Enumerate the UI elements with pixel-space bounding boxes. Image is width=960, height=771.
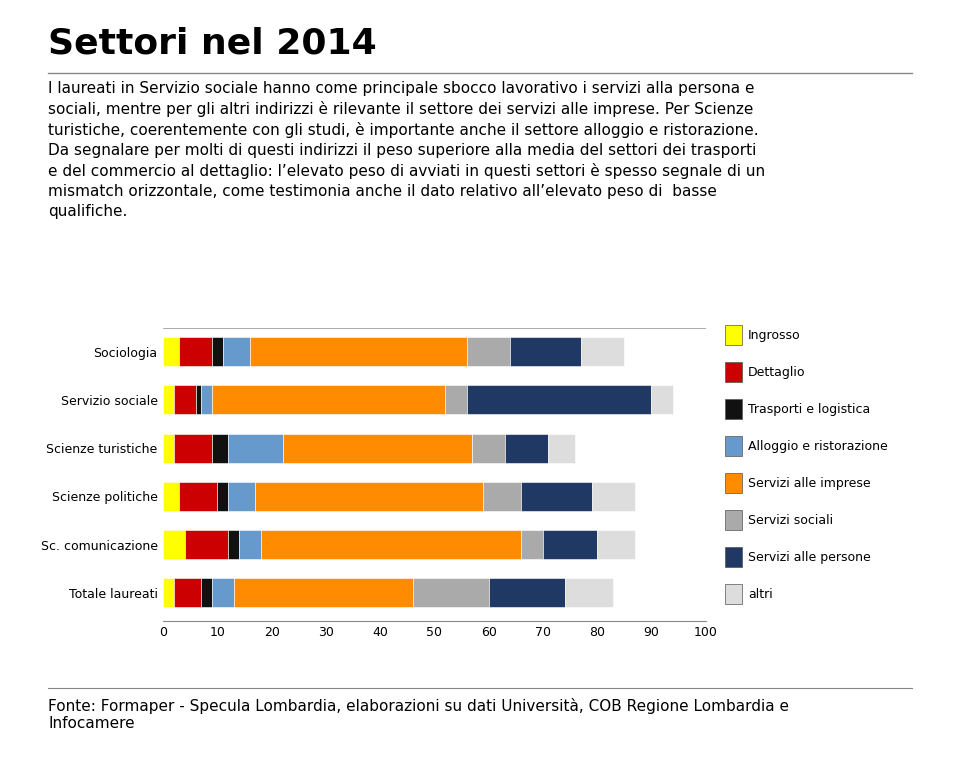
Bar [212, 433, 228, 463]
Text: altri: altri [748, 588, 773, 601]
Bar [174, 578, 202, 608]
Bar [564, 578, 613, 608]
Bar [212, 338, 223, 366]
Bar [548, 433, 575, 463]
Bar [174, 433, 212, 463]
Bar [467, 386, 651, 415]
Bar [521, 530, 543, 559]
Bar [212, 386, 445, 415]
Bar [163, 530, 185, 559]
Bar [255, 482, 483, 511]
Bar [174, 386, 196, 415]
Bar [212, 578, 233, 608]
Bar [185, 530, 228, 559]
Bar [591, 482, 636, 511]
Bar [250, 338, 467, 366]
Bar [223, 338, 250, 366]
Bar [651, 386, 673, 415]
Bar [163, 482, 180, 511]
Bar [261, 530, 521, 559]
Text: Fonte: Formaper - Specula Lombardia, elaborazioni su dati Università, COB Region: Fonte: Formaper - Specula Lombardia, ela… [48, 698, 789, 731]
Bar [467, 338, 511, 366]
Bar [282, 433, 472, 463]
Text: Alloggio e ristorazione: Alloggio e ristorazione [748, 440, 888, 453]
Bar [239, 530, 261, 559]
Bar [163, 578, 174, 608]
Bar [511, 338, 581, 366]
Bar [163, 386, 174, 415]
Bar [505, 433, 548, 463]
Text: I laureati in Servizio sociale hanno come principale sbocco lavorativo i servizi: I laureati in Servizio sociale hanno com… [48, 81, 765, 219]
Bar [196, 386, 202, 415]
Bar [228, 530, 239, 559]
Bar [163, 433, 174, 463]
Bar [202, 386, 212, 415]
Bar [180, 338, 212, 366]
Bar [597, 530, 636, 559]
Bar [581, 338, 624, 366]
Bar [543, 530, 597, 559]
Bar [521, 482, 591, 511]
Bar [233, 578, 413, 608]
Bar [445, 386, 467, 415]
Bar [472, 433, 505, 463]
Text: Servizi alle imprese: Servizi alle imprese [748, 477, 871, 490]
Bar [163, 338, 180, 366]
Text: Trasporti e logistica: Trasporti e logistica [748, 403, 870, 416]
Bar [228, 433, 282, 463]
Bar [228, 482, 255, 511]
Bar [202, 578, 212, 608]
Bar [180, 482, 217, 511]
Bar [489, 578, 564, 608]
Bar [217, 482, 228, 511]
Text: Servizi alle persone: Servizi alle persone [748, 551, 871, 564]
Text: Servizi sociali: Servizi sociali [748, 514, 833, 527]
Text: Settori nel 2014: Settori nel 2014 [48, 27, 376, 61]
Bar [413, 578, 489, 608]
Text: Ingrosso: Ingrosso [748, 329, 801, 342]
Text: Dettaglio: Dettaglio [748, 366, 805, 379]
Bar [483, 482, 521, 511]
